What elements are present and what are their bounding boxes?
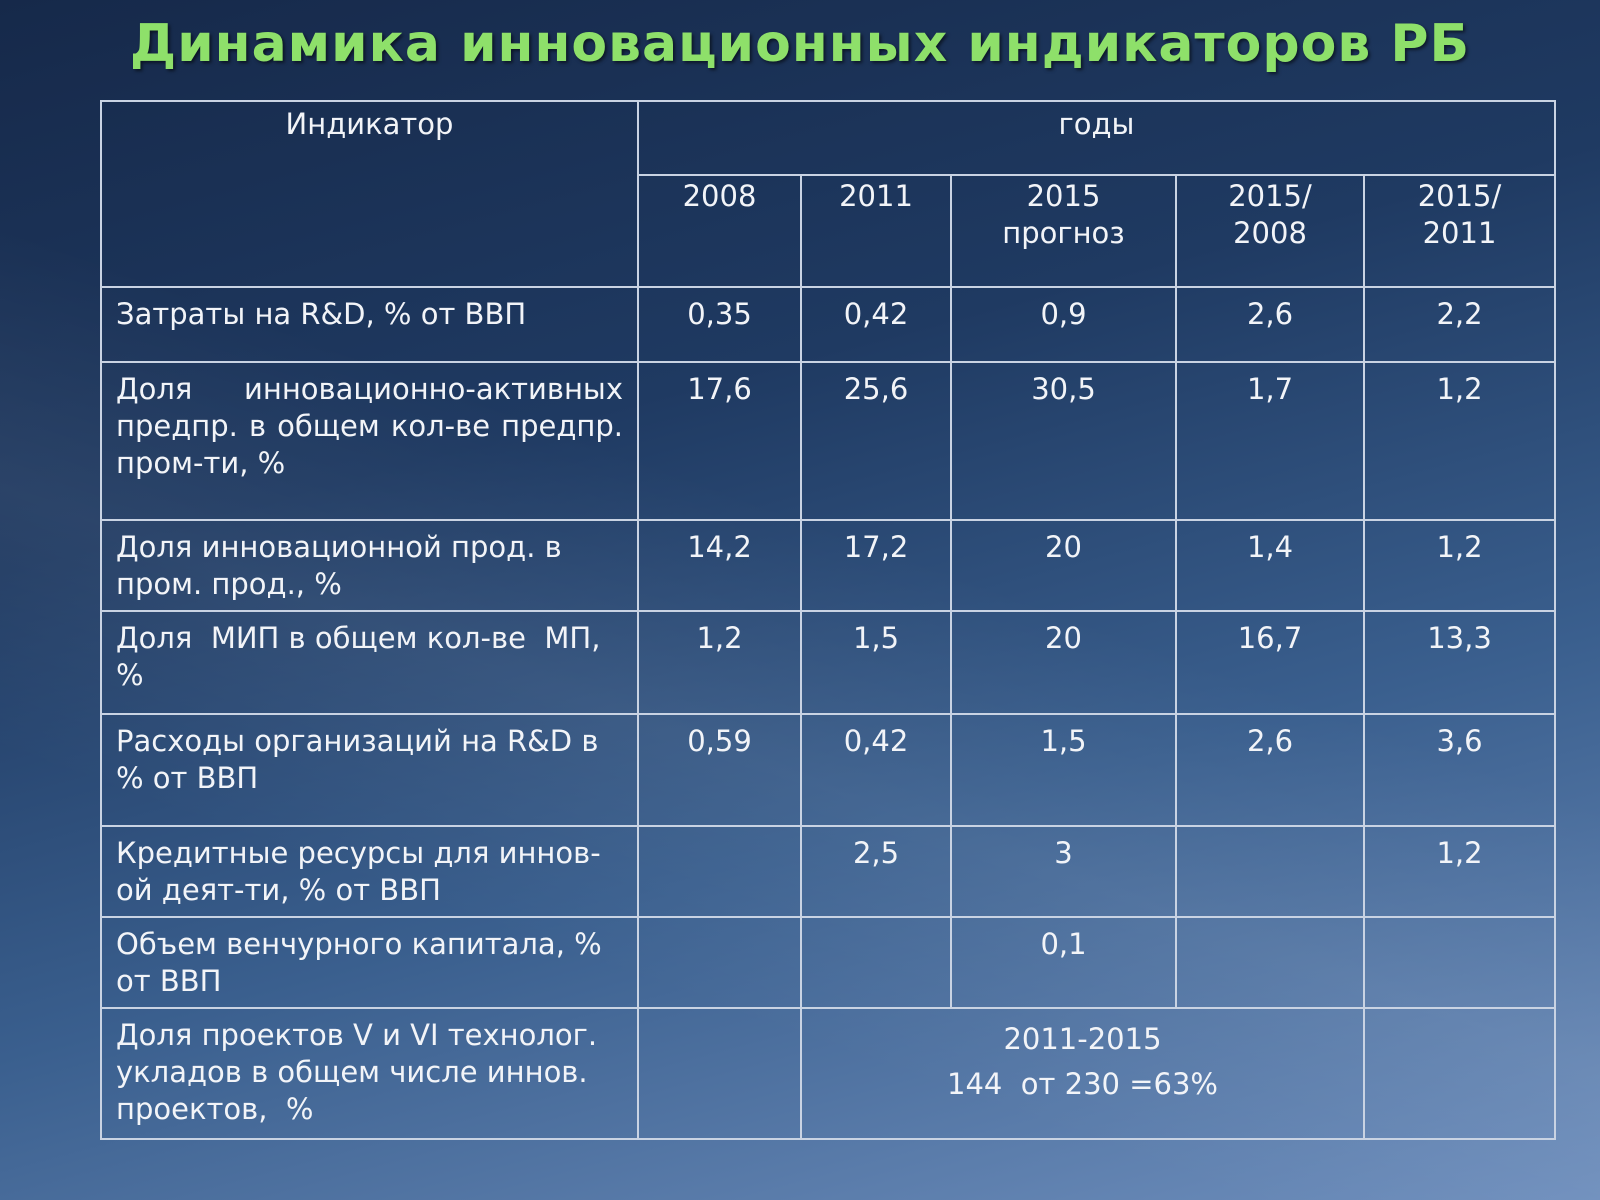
cell-2015-2008: 1,7: [1175, 361, 1365, 521]
table-row: Объем венчурного капитала, % от ВВП 0,1: [100, 916, 1556, 1009]
page-title: Динамика инновационных индикаторов РБ: [129, 14, 1471, 74]
cell-2015: 0,9: [950, 286, 1177, 363]
header-col-2015-2008-line1: 2015/: [1228, 179, 1312, 213]
merged-value: 144 от 230 =63%: [947, 1067, 1218, 1101]
row-label: Расходы организаций на R&D в % от ВВП: [100, 713, 639, 827]
cell-merged-2011-2015: 2011-2015 144 от 230 =63%: [800, 1007, 1365, 1140]
cell-2011: 0,42: [800, 713, 952, 827]
cell-2011: 0,42: [800, 286, 952, 363]
cell-2011: 17,2: [800, 519, 952, 612]
header-col-2015-2011: 2015/ 2011: [1363, 174, 1556, 288]
header-col-2008: 2008: [637, 174, 802, 288]
cell-2015-2008: 16,7: [1175, 610, 1365, 715]
row-label: Кредитные ресурсы для иннов-ой деят-ти, …: [100, 825, 639, 918]
table-row: Кредитные ресурсы для иннов-ой деят-ти, …: [100, 825, 1556, 918]
cell-2008: [637, 916, 802, 1009]
cell-2008: 1,2: [637, 610, 802, 715]
header-col-2015-line1: 2015: [1026, 179, 1101, 213]
row-label: Доля проектов V и VI технолог. укладов в…: [100, 1007, 639, 1140]
table-row: Доля МИП в общем кол-ве МП, % 1,2 1,5 20…: [100, 610, 1556, 715]
cell-2015: 20: [950, 610, 1177, 715]
cell-2008: 0,59: [637, 713, 802, 827]
cell-2015: 3: [950, 825, 1177, 918]
table-row: Доля проектов V и VI технолог. укладов в…: [100, 1007, 1556, 1140]
row-label: Доля МИП в общем кол-ве МП, %: [100, 610, 639, 715]
header-col-2015-2008-line2: 2008: [1233, 216, 1307, 250]
cell-2015-2008: 2,6: [1175, 713, 1365, 827]
row-label: Доля инновационной прод. в пром. прод., …: [100, 519, 639, 612]
cell-2015-2011: 3,6: [1363, 713, 1556, 827]
cell-2015-2011: 2,2: [1363, 286, 1556, 363]
cell-2011: [800, 916, 952, 1009]
header-col-2015-line2: прогноз: [1002, 216, 1125, 250]
row-label: Доля инновационно-активных предпр. в общ…: [100, 361, 639, 521]
header-col-2008-line1: 2008: [682, 179, 757, 213]
cell-2015: 20: [950, 519, 1177, 612]
cell-2015: 1,5: [950, 713, 1177, 827]
header-col-2015-2008: 2015/ 2008: [1175, 174, 1365, 288]
row-label: Объем венчурного капитала, % от ВВП: [100, 916, 639, 1009]
header-years: годы: [637, 100, 1556, 176]
table-row: Доля инновационно-активных предпр. в общ…: [100, 361, 1556, 521]
cell-2015-2011: 1,2: [1363, 825, 1556, 918]
cell-2015-2008: [1175, 916, 1365, 1009]
header-col-2015-2011-line2: 2011: [1422, 216, 1497, 250]
cell-2015-2011: 1,2: [1363, 519, 1556, 612]
cell-2015-2011: [1363, 916, 1556, 1009]
cell-2015-2011: 1,2: [1363, 361, 1556, 521]
cell-2011: 1,5: [800, 610, 952, 715]
cell-2015-2008: 2,6: [1175, 286, 1365, 363]
merged-period: 2011-2015: [1003, 1022, 1162, 1056]
cell-2008: [637, 825, 802, 918]
cell-2011: 2,5: [800, 825, 952, 918]
header-col-2015-forecast: 2015 прогноз: [950, 174, 1177, 288]
cell-2015: 30,5: [950, 361, 1177, 521]
header-row-2: 2008 2011 2015 прогноз 2015/ 2008 2015/ …: [101, 174, 1556, 288]
cell-2008: 14,2: [637, 519, 802, 612]
cell-2015-2008: 1,4: [1175, 519, 1365, 612]
header-col-2011-line1: 2011: [839, 179, 913, 213]
header-col-2011: 2011: [800, 174, 952, 288]
cell-2015-2008: [1363, 1007, 1556, 1140]
table-row: Доля инновационной прод. в пром. прод., …: [100, 519, 1556, 612]
header-indicator: Индикатор: [100, 100, 639, 288]
cell-2008: 0,35: [637, 286, 802, 363]
cell-2011: 25,6: [800, 361, 952, 521]
indicators-table: Индикатор годы 2008 2011 2015 прогноз 20…: [100, 100, 1556, 1140]
cell-2008: [637, 1007, 802, 1140]
cell-2015-2008: [1175, 825, 1365, 918]
header-row-1: Индикатор годы: [100, 100, 1556, 288]
cell-2015: 0,1: [950, 916, 1177, 1009]
row-label: Затраты на R&D, % от ВВП: [100, 286, 639, 363]
cell-2008: 17,6: [637, 361, 802, 521]
table-row: Расходы организаций на R&D в % от ВВП 0,…: [100, 713, 1556, 827]
cell-2015-2011: 13,3: [1363, 610, 1556, 715]
header-col-2015-2011-line1: 2015/: [1417, 179, 1502, 213]
table-row: Затраты на R&D, % от ВВП 0,35 0,42 0,9 2…: [100, 286, 1556, 363]
